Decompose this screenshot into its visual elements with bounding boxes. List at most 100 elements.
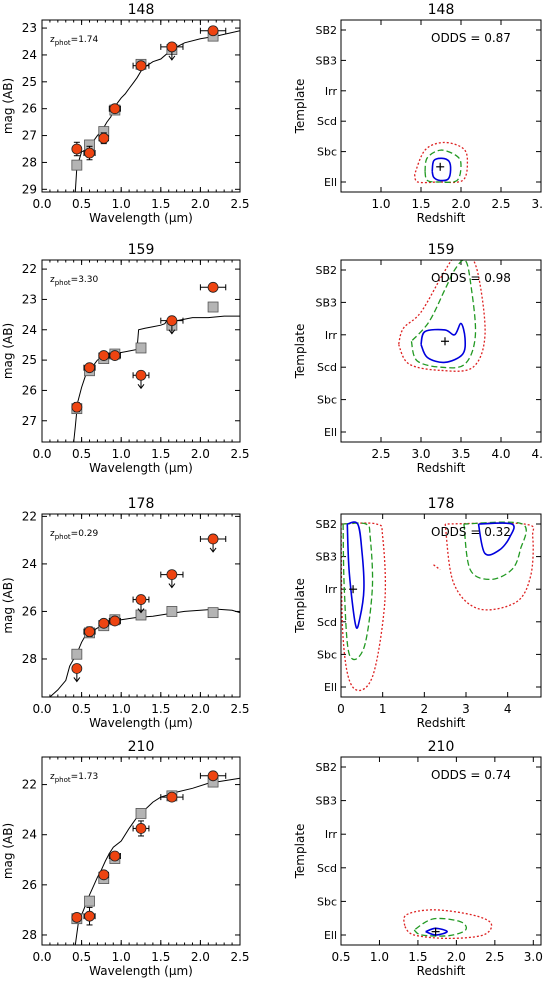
template-label: SB2 [315, 264, 337, 277]
template-label: Irr [325, 85, 338, 98]
contour-inner [425, 927, 449, 936]
zphot-subscript: phot [55, 776, 71, 784]
template-label: Scd [317, 862, 337, 875]
sed-panel-3: 210 0.0 0.5 1.0 1.5 2.0 2.5 22 24 26 28 Wavelength … [1, 739, 250, 978]
x-tick-label: 2.0 [191, 447, 210, 461]
y-tick-label: 28 [22, 652, 37, 666]
contour-inner [477, 522, 515, 556]
redshift-panel-3: 210 0.5 1.0 1.5 2.0 2.5 3.0 Ell Sbc Scd Irr SB3 SB2 R… [293, 739, 543, 978]
x-tick-label: 1.5 [411, 197, 430, 211]
odds-annotation: ODDS = 0.87 [431, 31, 511, 45]
template-label: Ell [324, 176, 337, 189]
upper-limit-arrowhead [137, 608, 145, 614]
panel-title: 148 [128, 2, 155, 18]
template-label: Scd [317, 115, 337, 128]
y-tick-label: 26 [22, 604, 37, 618]
upper-limit-arrowhead [137, 383, 145, 390]
observed-point [207, 770, 219, 782]
observed-point [166, 41, 178, 53]
y-tick-label: 27 [22, 129, 37, 143]
contour-middle [424, 149, 462, 183]
panel-title: 210 [128, 739, 155, 755]
contour-outer [433, 564, 441, 571]
template-label: Scd [317, 616, 337, 629]
model-point [207, 301, 219, 313]
x-tick-label: 3.0 [524, 950, 543, 964]
plot-frame [340, 19, 542, 193]
y-axis-label: mag (AB) [1, 577, 15, 633]
zphot-value: =1.73 [71, 772, 99, 782]
x-tick-label: 2.5 [371, 447, 390, 461]
contour-outer [403, 909, 493, 940]
plot-area [403, 909, 493, 940]
observed-point [71, 143, 83, 155]
contour-middle [410, 260, 477, 369]
x-tick-label: 0.0 [32, 702, 51, 716]
zphot-subscript: phot [55, 39, 71, 47]
zphot-symbol: z [50, 772, 55, 782]
observed-point [71, 663, 83, 674]
y-axis-label: Template [293, 79, 307, 135]
panel-title: 159 [128, 242, 155, 258]
template-label: Ell [324, 681, 337, 694]
model-point [135, 808, 147, 819]
observed-point [135, 823, 147, 834]
template-label: SB3 [315, 551, 337, 564]
zphot-subscript: phot [55, 279, 71, 287]
template-label: SB2 [315, 518, 337, 531]
y-tick-label: 26 [22, 383, 37, 397]
contour-outer [444, 522, 535, 611]
template-curve [74, 30, 240, 192]
upper-limit-arrowhead [168, 329, 176, 335]
plot-area [49, 533, 240, 697]
x-tick-label: 1.0 [371, 197, 390, 211]
zphot-symbol: z [50, 35, 55, 45]
plot-area [341, 521, 535, 692]
plot-frame [41, 513, 241, 698]
x-axis-label: Redshift [417, 716, 466, 730]
y-tick-label: 26 [22, 102, 37, 116]
y-tick-label: 23 [22, 292, 37, 306]
zphot-annotation: zphot=3.30 [50, 275, 99, 287]
observed-point [166, 791, 178, 803]
template-label: SB2 [315, 24, 337, 37]
zphot-annotation: zphot=1.74 [50, 35, 99, 47]
zphot-value: =3.30 [71, 275, 99, 285]
x-tick-label: 1.0 [112, 950, 131, 964]
panel-title: 178 [428, 496, 455, 512]
zphot-subscript: phot [55, 533, 71, 541]
panel-title: 159 [428, 242, 455, 258]
observed-point [207, 25, 219, 37]
x-tick-label: 1 [379, 702, 387, 716]
plot-area [71, 281, 240, 442]
x-tick-label: 0.5 [72, 447, 91, 461]
template-label: SB2 [315, 761, 337, 774]
template-label: Irr [325, 329, 338, 342]
model-point [71, 159, 83, 171]
y-axis-label: mag (AB) [1, 823, 15, 879]
x-axis-label: Redshift [417, 211, 466, 225]
sed-panel-0: 148 0.0 0.5 1.0 1.5 2.0 2.5 23 24 25 26 27 28 29 Wavel… [1, 2, 250, 225]
x-tick-label: 2.5 [491, 197, 510, 211]
observed-point [135, 369, 147, 381]
y-tick-label: 29 [22, 182, 37, 196]
contour-outer [413, 141, 469, 184]
x-tick-label: 4 [504, 702, 512, 716]
x-tick-label: 1.0 [370, 950, 389, 964]
contour-inner [346, 521, 365, 629]
upper-limit-arrowhead [73, 677, 81, 683]
x-tick-label: 1.0 [112, 197, 131, 211]
observed-point [98, 617, 110, 629]
template-label: Irr [325, 583, 338, 596]
y-tick-label: 27 [22, 414, 37, 428]
observed-point [98, 869, 110, 881]
observed-point [71, 401, 83, 413]
observed-point [166, 315, 178, 327]
upper-limit-arrowhead [209, 547, 217, 553]
x-tick-label: 1.5 [151, 197, 170, 211]
y-tick-label: 26 [22, 878, 37, 892]
redshift-panel-1: 159 2.5 3.0 3.5 4.0 4.5 Ell Sbc Scd Irr SB3 SB2 Reds… [293, 242, 543, 475]
template-label: SB3 [315, 795, 337, 808]
model-point [135, 342, 147, 354]
zphot-symbol: z [50, 275, 55, 285]
